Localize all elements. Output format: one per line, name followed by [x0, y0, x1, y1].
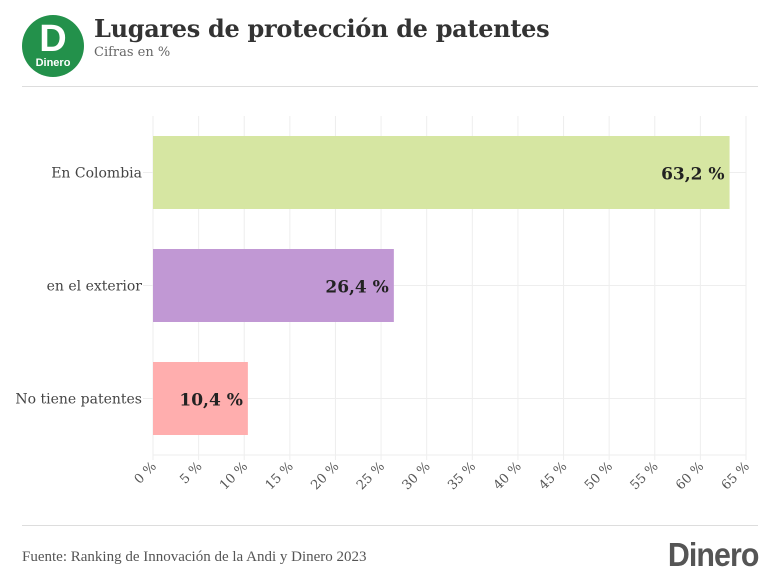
- value-labels: 63,2 % 26,4 % 10,4 %: [179, 165, 724, 411]
- bars: [153, 136, 730, 435]
- bar-chart: En Colombia en el exterior No tiene patent…: [15, 116, 753, 493]
- x-tick-label: 65 %: [719, 459, 753, 493]
- value-label: 26,4 %: [325, 278, 388, 298]
- x-tick-label: 30 %: [400, 459, 434, 493]
- category-label: No tiene patentes: [15, 392, 142, 408]
- logo-letter: D: [39, 18, 67, 60]
- category-label: En Colombia: [51, 166, 142, 182]
- x-tick-label: 50 %: [582, 459, 616, 493]
- header-divider: [22, 86, 758, 87]
- dinero-logo-badge: D Dinero: [22, 15, 84, 77]
- category-label: en el exterior: [47, 279, 143, 295]
- bar: [153, 249, 394, 322]
- source-note: Fuente: Ranking de Innovación de la Andi…: [22, 549, 367, 565]
- x-tick-label: 35 %: [445, 459, 479, 493]
- x-tick-labels: 0 % 5 % 10 % 15 % 20 % 25 % 30 % 35 % 40 % 45 % 50…: [132, 459, 753, 493]
- x-tick-label: 40 %: [491, 459, 525, 493]
- x-tick-label: 15 %: [263, 459, 297, 493]
- value-label: 63,2 %: [661, 165, 724, 185]
- footer-divider: [22, 525, 758, 526]
- bar: [153, 362, 248, 435]
- dinero-brand-logo: Dinero: [668, 536, 760, 573]
- x-tick-label: 0 %: [132, 459, 160, 487]
- chart-title: Lugares de protección de patentes: [94, 14, 550, 43]
- x-tick-label: 10 %: [217, 459, 251, 493]
- x-tick-label: 55 %: [628, 459, 662, 493]
- value-label: 10,4 %: [179, 391, 242, 411]
- x-tick-label: 25 %: [354, 459, 388, 493]
- logo-text: Dinero: [35, 57, 71, 69]
- category-labels: En Colombia en el exterior No tiene patent…: [15, 166, 142, 408]
- chart-subtitle: Cifras en %: [94, 45, 171, 60]
- x-tick-label: 5 %: [177, 459, 205, 487]
- x-tick-label: 60 %: [673, 459, 707, 493]
- x-tick-label: 45 %: [536, 459, 570, 493]
- bar: [153, 136, 730, 209]
- x-tick-label: 20 %: [308, 459, 342, 493]
